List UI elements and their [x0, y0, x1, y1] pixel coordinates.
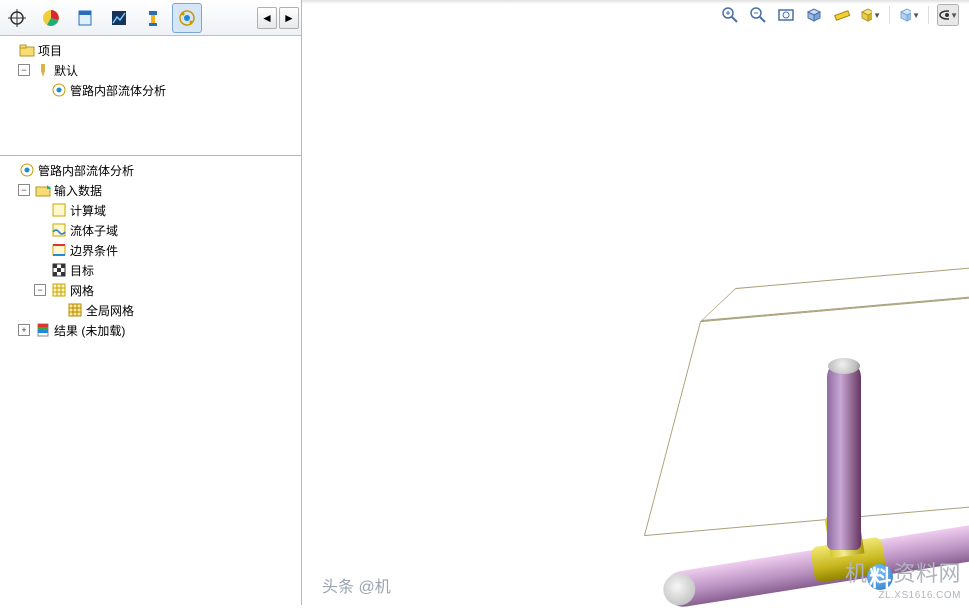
tree-label: 项目 [38, 42, 62, 59]
zoom-out-icon [749, 6, 767, 24]
tree-item-results[interactable]: + 结果 (未加载) [2, 320, 299, 340]
toolbar-separator [889, 6, 890, 24]
graph-icon [110, 9, 128, 27]
tree-item-fluid-subdomain[interactable]: 流体子域 [2, 220, 299, 240]
expander-minus[interactable]: − [18, 184, 30, 196]
watermark-orb-icon: 料 [867, 564, 893, 590]
flow-small-icon [51, 82, 67, 98]
analysis-tree-pane: 管路内部流体分析 − 输入数据 计算域 [0, 156, 301, 605]
tree-item-mesh[interactable]: − 网格 [2, 280, 299, 300]
clamp-icon [144, 9, 162, 27]
3d-viewport[interactable]: ▼ ▼ ▼ [302, 0, 969, 605]
results-icon [35, 322, 51, 338]
tree-label: 流体子域 [70, 222, 118, 239]
watermark-left: 头条 @机 [322, 573, 391, 597]
folder-icon [19, 42, 35, 58]
tree-label: 网格 [70, 282, 94, 299]
tree-item-input-data[interactable]: − 输入数据 [2, 180, 299, 200]
tree-label: 边界条件 [70, 242, 118, 259]
cube-icon [898, 6, 911, 24]
tab-clamp[interactable] [138, 3, 168, 33]
display-style-button[interactable]: ▼ [859, 4, 881, 26]
model-render [672, 260, 969, 560]
section-view-button[interactable] [803, 4, 825, 26]
tree-label: 输入数据 [54, 182, 102, 199]
domain-icon [51, 202, 67, 218]
tree-label: 默认 [54, 62, 78, 79]
tree-root-analysis[interactable]: 管路内部流体分析 [2, 160, 299, 180]
tab-doc[interactable] [70, 3, 100, 33]
expander-minus[interactable]: − [34, 284, 46, 296]
watermark-text: 机 [845, 561, 868, 586]
bounding-box [644, 274, 969, 536]
tab-nav-right[interactable]: ► [279, 7, 299, 29]
tree-item-compute-domain[interactable]: 计算域 [2, 200, 299, 220]
pin-icon [35, 62, 51, 78]
mesh-icon [51, 282, 67, 298]
toolbar-separator [928, 6, 929, 24]
zoom-fit-icon [777, 6, 795, 24]
tree-item-global-mesh[interactable]: 全局网格 [2, 300, 299, 320]
doc-icon [76, 9, 94, 27]
branch-pipe-1 [827, 360, 861, 550]
tree-label: 全局网格 [86, 302, 134, 319]
eye-icon [938, 6, 949, 24]
project-tree-pane: 项目 − 默认 管路内部流体分析 [0, 36, 301, 156]
view-toolbar: ▼ ▼ ▼ [719, 0, 959, 30]
tab-nav-left[interactable]: ◄ [257, 7, 277, 29]
subdomain-icon [51, 222, 67, 238]
display-icon [859, 6, 872, 24]
zoom-in-button[interactable] [719, 4, 741, 26]
tab-flow-active[interactable] [172, 3, 202, 33]
flow-icon [178, 9, 196, 27]
tree-label: 计算域 [70, 202, 106, 219]
chevron-left-icon: ◄ [261, 11, 273, 25]
tab-crosshair[interactable] [2, 3, 32, 33]
tab-graph[interactable] [104, 3, 134, 33]
tree-label: 管路内部流体分析 [70, 82, 166, 99]
tree-item-goal[interactable]: 目标 [2, 260, 299, 280]
left-sidebar: ◄ ► 项目 − 默认 [0, 0, 302, 605]
tab-nav: ◄ ► [257, 7, 299, 29]
zoom-out-button[interactable] [747, 4, 769, 26]
expander-plus[interactable]: + [18, 324, 30, 336]
flow-small-icon [19, 162, 35, 178]
measure-icon [833, 6, 851, 24]
view-cube-button[interactable]: ▼ [898, 4, 920, 26]
pie-icon [42, 9, 60, 27]
zoom-fit-button[interactable] [775, 4, 797, 26]
watermark-url: ZL.XS1616.COM [845, 590, 961, 601]
tree-label: 目标 [70, 262, 94, 279]
tree-label: 结果 (未加载) [54, 322, 125, 339]
expander-minus[interactable]: − [18, 64, 30, 76]
chevron-right-icon: ► [283, 11, 295, 25]
section-icon [805, 6, 823, 24]
tree-root-project[interactable]: 项目 [2, 40, 299, 60]
boundary-icon [51, 242, 67, 258]
tree-label: 管路内部流体分析 [38, 162, 134, 179]
tab-pie[interactable] [36, 3, 66, 33]
app-root: ◄ ► 项目 − 默认 [0, 0, 969, 605]
tree-item-boundary[interactable]: 边界条件 [2, 240, 299, 260]
watermark-right: 机料资料网 ZL.XS1616.COM [845, 556, 961, 601]
input-folder-icon [35, 182, 51, 198]
crosshair-icon [8, 9, 26, 27]
global-mesh-icon [67, 302, 83, 318]
sidebar-tab-strip: ◄ ► [0, 0, 301, 36]
tree-item-default[interactable]: − 默认 [2, 60, 299, 80]
zoom-in-icon [721, 6, 739, 24]
visibility-button[interactable]: ▼ [937, 4, 959, 26]
goal-icon [51, 262, 67, 278]
tree-item-flow-analysis[interactable]: 管路内部流体分析 [2, 80, 299, 100]
measure-button[interactable] [831, 4, 853, 26]
watermark-text: 资料网 [893, 561, 961, 586]
